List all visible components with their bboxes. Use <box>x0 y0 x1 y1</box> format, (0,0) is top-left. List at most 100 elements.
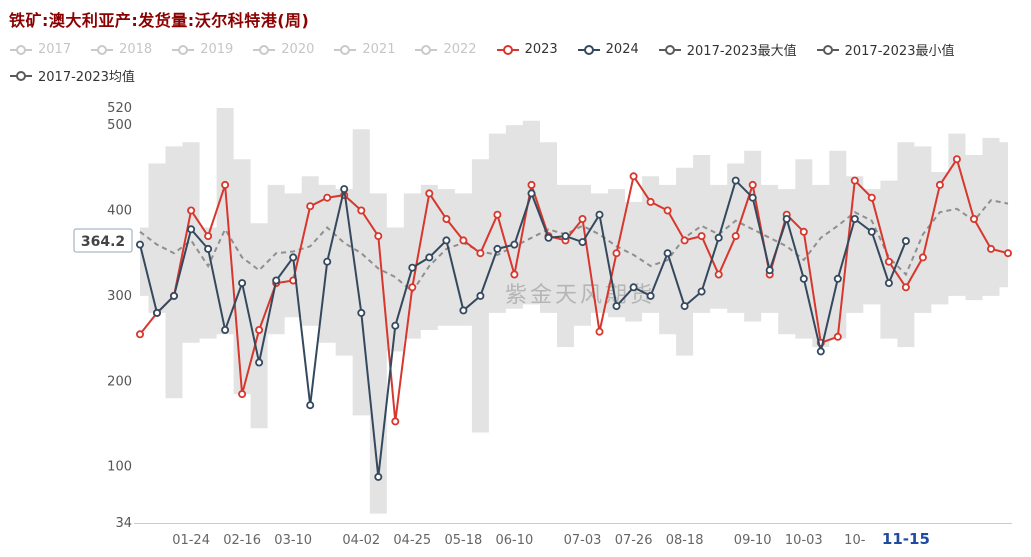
series-2023-point-marker <box>595 327 604 336</box>
series-2024-point-marker <box>289 253 298 262</box>
legend-line-marker-icon <box>577 44 600 55</box>
legend-line-marker-icon <box>816 44 839 55</box>
series-2023-point-marker <box>697 232 706 241</box>
legend-item-2019[interactable]: 2019 <box>171 42 233 57</box>
series-2023-point-marker <box>578 214 587 223</box>
series-2023-point-marker <box>952 155 961 164</box>
series-2024-point-marker <box>816 347 825 356</box>
x-tick-label: 06-10 <box>496 533 534 548</box>
series-2023-point-marker <box>629 172 638 181</box>
legend-item-2017-2023最大值[interactable]: 2017-2023最大值 <box>658 40 797 59</box>
series-2024-point-marker <box>901 236 910 245</box>
series-2023-point-marker <box>527 180 536 189</box>
legend-item-2023[interactable]: 2023 <box>496 42 558 57</box>
series-2024-point-marker <box>442 236 451 245</box>
y-tick-label: 100 <box>107 460 132 475</box>
series-2024-point-marker <box>425 253 434 262</box>
y-tick-label: 300 <box>107 289 132 304</box>
series-2024-point-marker <box>169 291 178 300</box>
series-2024-point-marker <box>221 325 230 334</box>
legend: 2017 2018 2019 2020 2021 2022 2023 2024 2017-202… <box>9 40 1025 85</box>
x-tick-label: 10- <box>844 533 866 548</box>
minmax-range-band <box>140 108 1008 514</box>
series-2024-point-marker <box>765 266 774 275</box>
y-tick-label: 500 <box>107 118 132 133</box>
legend-line-marker-icon <box>334 44 357 55</box>
series-2023-point-marker <box>459 236 468 245</box>
series-2024-point-marker <box>799 274 808 283</box>
legend-item-2024[interactable]: 2024 <box>577 42 639 57</box>
series-2024 <box>135 176 910 481</box>
series-2023-line <box>139 156 1009 422</box>
legend-item-label: 2017 <box>38 42 72 57</box>
legend-item-label: 2020 <box>281 42 315 57</box>
legend-line-marker-icon <box>658 44 681 55</box>
legend-item-2022[interactable]: 2022 <box>414 42 477 57</box>
series-2023-point-marker <box>135 330 144 339</box>
series-2023-point-marker <box>408 283 417 292</box>
series-2023-point-marker <box>221 180 230 189</box>
series-2024-point-marker <box>850 214 859 223</box>
series-2023-point-marker <box>646 197 655 206</box>
legend-item-label: 2021 <box>362 42 396 57</box>
series-2024-point-marker <box>544 233 553 242</box>
legend-item-2017-2023均值[interactable]: 2017-2023均值 <box>9 66 135 85</box>
series-2023-point-marker <box>493 210 502 219</box>
series-2024-point-marker <box>646 291 655 300</box>
series-2023-point-marker <box>987 244 996 253</box>
series-2024-point-marker <box>391 321 400 330</box>
series-2024-point-marker <box>748 193 757 202</box>
x-tick-label: 07-26 <box>615 533 653 548</box>
series-2023-point-marker <box>731 232 740 241</box>
series-2023-point-marker <box>204 232 213 241</box>
series-2023-point-marker <box>238 390 247 399</box>
series-2023-point-marker <box>510 270 519 279</box>
series-2024-point-marker <box>459 306 468 315</box>
series-2024-point-marker <box>272 276 281 285</box>
series-2024-point-marker <box>527 189 536 198</box>
series-2023-point-marker <box>918 253 927 262</box>
series-2024-point-marker <box>833 274 842 283</box>
series-2023-point-marker <box>255 325 264 334</box>
legend-item-2018[interactable]: 2018 <box>90 42 152 57</box>
x-tick-label: 08-18 <box>666 533 704 548</box>
series-2024-point-marker <box>357 308 366 317</box>
legend-item-label: 2024 <box>605 42 639 57</box>
x-tick-label: 10-03 <box>785 533 823 548</box>
legend-line-marker-icon <box>496 44 519 55</box>
series-2024-point-marker <box>731 176 740 185</box>
series-2023-point-marker <box>357 206 366 215</box>
series-2024-point-marker <box>629 283 638 292</box>
series-2023-point-marker <box>306 202 315 211</box>
x-tick-label: 07-03 <box>564 533 602 548</box>
legend-item-2020[interactable]: 2020 <box>252 42 314 57</box>
series-2024-point-marker <box>238 279 247 288</box>
series-2023-point-marker <box>748 180 757 189</box>
x-tick-label-highlight: 11-15 <box>882 530 930 548</box>
series-2024-point-marker <box>782 214 791 223</box>
legend-line-marker-icon <box>10 70 32 81</box>
series-2024-point-marker <box>476 291 485 300</box>
legend-item-2017-2023最小值[interactable]: 2017-2023最小值 <box>816 40 955 59</box>
series-2023-point-marker <box>663 206 672 215</box>
series-2024-point-marker <box>561 232 570 241</box>
series-2024-line <box>139 178 907 478</box>
series-2024-point-marker <box>306 401 315 410</box>
legend-item-label: 2017-2023最大值 <box>686 44 797 59</box>
series-2023-point-marker <box>1004 249 1013 258</box>
x-tick-label: 04-02 <box>342 533 380 548</box>
series-2023-point-marker <box>187 206 196 215</box>
legend-item-2017[interactable]: 2017 <box>9 42 71 57</box>
series-2023-point-marker <box>850 176 859 185</box>
legend-item-2021[interactable]: 2021 <box>333 42 395 57</box>
legend-item-label: 2017-2023最小值 <box>844 44 955 59</box>
x-tick-label: 09-10 <box>734 533 772 548</box>
series-2024-point-marker <box>408 263 417 272</box>
x-tick-label: 04-25 <box>393 533 431 548</box>
series-2023-point-marker <box>901 283 910 292</box>
series-2023-point-marker <box>425 189 434 198</box>
series-2024-point-marker <box>663 249 672 258</box>
series-2024-point-marker <box>595 210 604 219</box>
series-2024-point-marker <box>578 238 587 247</box>
